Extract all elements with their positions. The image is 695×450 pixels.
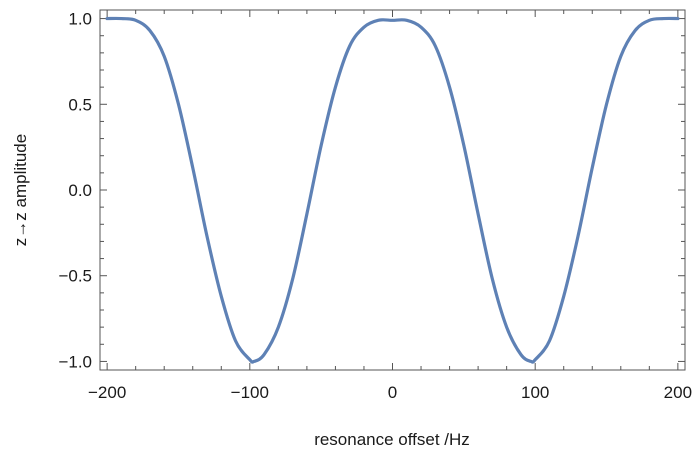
y-axis: 1.0 0.5 0.0 −0.5 −1.0 (58, 10, 685, 371)
y-tick-label: 1.0 (68, 10, 92, 29)
x-axis-label: resonance offset /Hz (314, 430, 470, 449)
x-tick-label: 0 (388, 383, 397, 402)
y-tick-label: 0.5 (68, 95, 92, 114)
series-line (105, 16, 680, 364)
y-tick-label: −0.5 (58, 267, 92, 286)
x-axis: −200 −100 0 100 200 (88, 10, 692, 402)
y-axis-label: z→z amplitude (11, 134, 30, 246)
y-tick-label: −1.0 (58, 352, 92, 371)
x-tick-label: 100 (521, 383, 549, 402)
x-tick-label: −100 (231, 383, 269, 402)
y-tick-label: 0.0 (68, 181, 92, 200)
x-tick-label: 200 (664, 383, 692, 402)
plot-frame (99, 9, 686, 371)
x-tick-label: −200 (88, 383, 126, 402)
